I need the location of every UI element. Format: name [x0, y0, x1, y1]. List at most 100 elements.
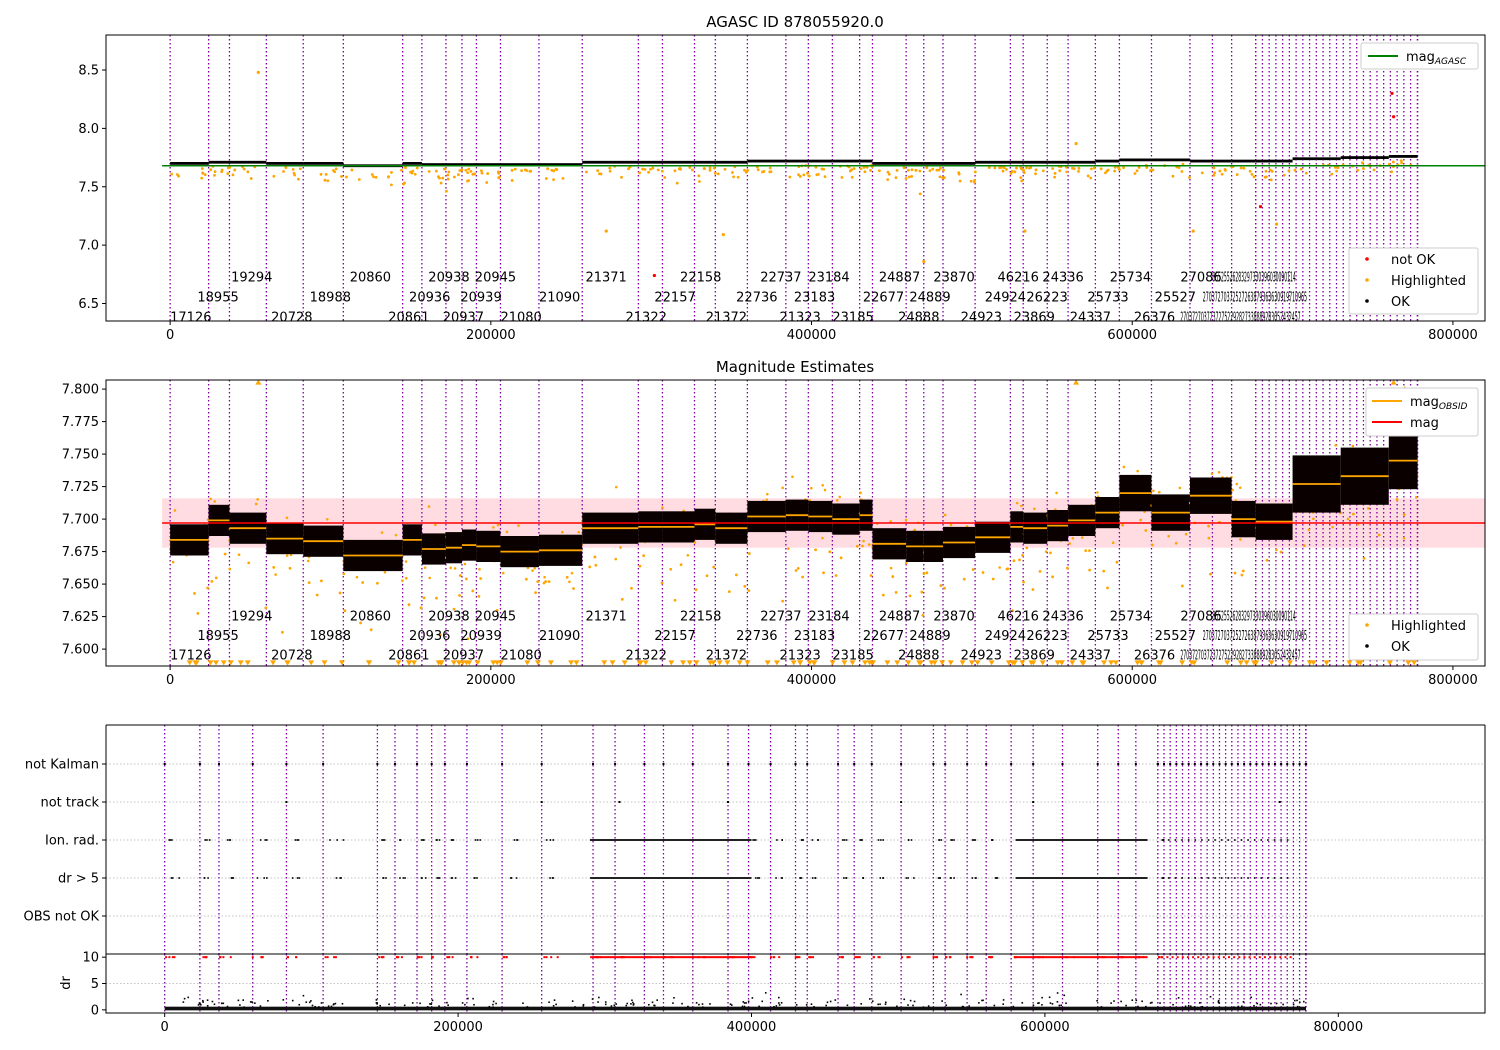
dr-clipped-point [550, 956, 553, 959]
dr-point [764, 992, 767, 994]
highlighted-point [938, 175, 942, 179]
highlighted-point [1334, 443, 1337, 447]
highlighted-point [1212, 166, 1216, 170]
highlighted-point [969, 179, 973, 183]
obsid-label: 24336 [1042, 271, 1083, 286]
highlighted-point [334, 167, 338, 171]
highlighted-outlier [1023, 229, 1027, 233]
not-kalman-point [198, 763, 201, 765]
dr-point [1151, 1001, 1153, 1004]
below-range-marker [894, 660, 901, 666]
highlighted-point [510, 179, 514, 182]
highlighted-point [546, 167, 550, 171]
dr-point [773, 1005, 775, 1008]
flag-point [1174, 839, 1177, 841]
highlighted-point [214, 576, 218, 580]
highlighted-point [1231, 488, 1234, 492]
x-tick-label: 800000 [1313, 1020, 1363, 1035]
not-kalman-point [1032, 763, 1035, 765]
highlighted-point [981, 571, 985, 574]
highlighted-point [1235, 482, 1239, 486]
highlighted-point [256, 498, 260, 501]
highlighted-point [200, 167, 204, 170]
highlighted-point [520, 169, 524, 173]
highlighted-point [1391, 160, 1395, 164]
obsid-label: 20936 [409, 629, 450, 644]
highlighted-point [1001, 169, 1005, 173]
below-range-marker [1112, 660, 1119, 666]
dr-point [673, 997, 675, 999]
highlighted-point [289, 553, 293, 557]
highlighted-point [206, 586, 209, 590]
highlighted-point [859, 167, 863, 171]
not-kalman-point [1163, 763, 1166, 765]
dr-clipped-point [420, 956, 423, 959]
highlighted-point [340, 175, 343, 178]
highlighted-point [716, 172, 720, 176]
dr-point [341, 1002, 344, 1005]
flag-point [265, 877, 268, 879]
flag-point [953, 877, 955, 879]
flag-point [515, 877, 518, 879]
highlighted-point [971, 568, 975, 571]
dr-point [429, 1003, 431, 1005]
flag-point [549, 877, 551, 879]
dr-clipped-point [251, 956, 254, 959]
highlighted-point [642, 554, 646, 558]
below-range-marker [1011, 660, 1018, 666]
flag-point [549, 839, 552, 841]
legend-not-ok: not OK [1391, 253, 1436, 268]
dr-point [327, 1005, 330, 1007]
highlighted-point [246, 170, 250, 174]
highlighted-point [1210, 472, 1214, 475]
y-tick-label: 5 [91, 977, 99, 992]
flag-point [1220, 839, 1223, 841]
dr-point [198, 1002, 201, 1004]
dr-point [1298, 1001, 1301, 1004]
flag-point [207, 877, 209, 879]
highlighted-point [469, 169, 473, 173]
dr-clipped-point [173, 956, 176, 959]
x-tick-label: 600000 [1020, 1020, 1070, 1035]
dr-point [780, 1001, 783, 1004]
highlighted-point [781, 599, 785, 603]
highlighted-point [1402, 536, 1406, 540]
not-kalman-point [1010, 763, 1013, 765]
dr-point [625, 1004, 628, 1007]
ok-points-band [715, 160, 748, 164]
legend-mag-agasc-sub: AGASC [1434, 57, 1467, 67]
highlighted-point [555, 168, 559, 171]
panel2-legend-top: magOBSID mag [1365, 387, 1479, 437]
highlighted-point [1033, 507, 1036, 511]
highlighted-point [326, 518, 329, 521]
dr-point [1051, 1003, 1054, 1005]
not-ok-point [1392, 115, 1396, 119]
dr-point [1058, 1004, 1061, 1007]
highlighted-point [939, 584, 943, 587]
below-range-marker [916, 660, 923, 666]
dr-point [492, 1003, 494, 1006]
below-range-marker [1058, 660, 1065, 666]
dr-clipped-point [906, 956, 909, 959]
highlighted-point [1004, 168, 1008, 171]
not-kalman-point [966, 763, 969, 765]
highlighted-point [497, 176, 501, 180]
obsid-label: 21371 [585, 271, 626, 286]
highlighted-point [438, 176, 441, 180]
dr-point [1193, 1006, 1196, 1008]
highlighted-point [463, 562, 467, 566]
highlighted-point [561, 176, 565, 180]
dr-clipped-point [797, 956, 800, 959]
not-kalman-point [853, 763, 856, 765]
highlighted-point [788, 175, 792, 179]
highlighted-point [209, 497, 212, 501]
flag-point [1267, 839, 1269, 841]
dr-point [302, 994, 305, 997]
dr-point [982, 999, 984, 1002]
highlighted-point [1239, 538, 1242, 541]
highlighted-point [471, 589, 475, 593]
dr-point [981, 999, 983, 1002]
y-tick-label: 7.800 [62, 383, 99, 398]
highlighted-point [1152, 489, 1155, 493]
highlighted-point [588, 565, 592, 569]
